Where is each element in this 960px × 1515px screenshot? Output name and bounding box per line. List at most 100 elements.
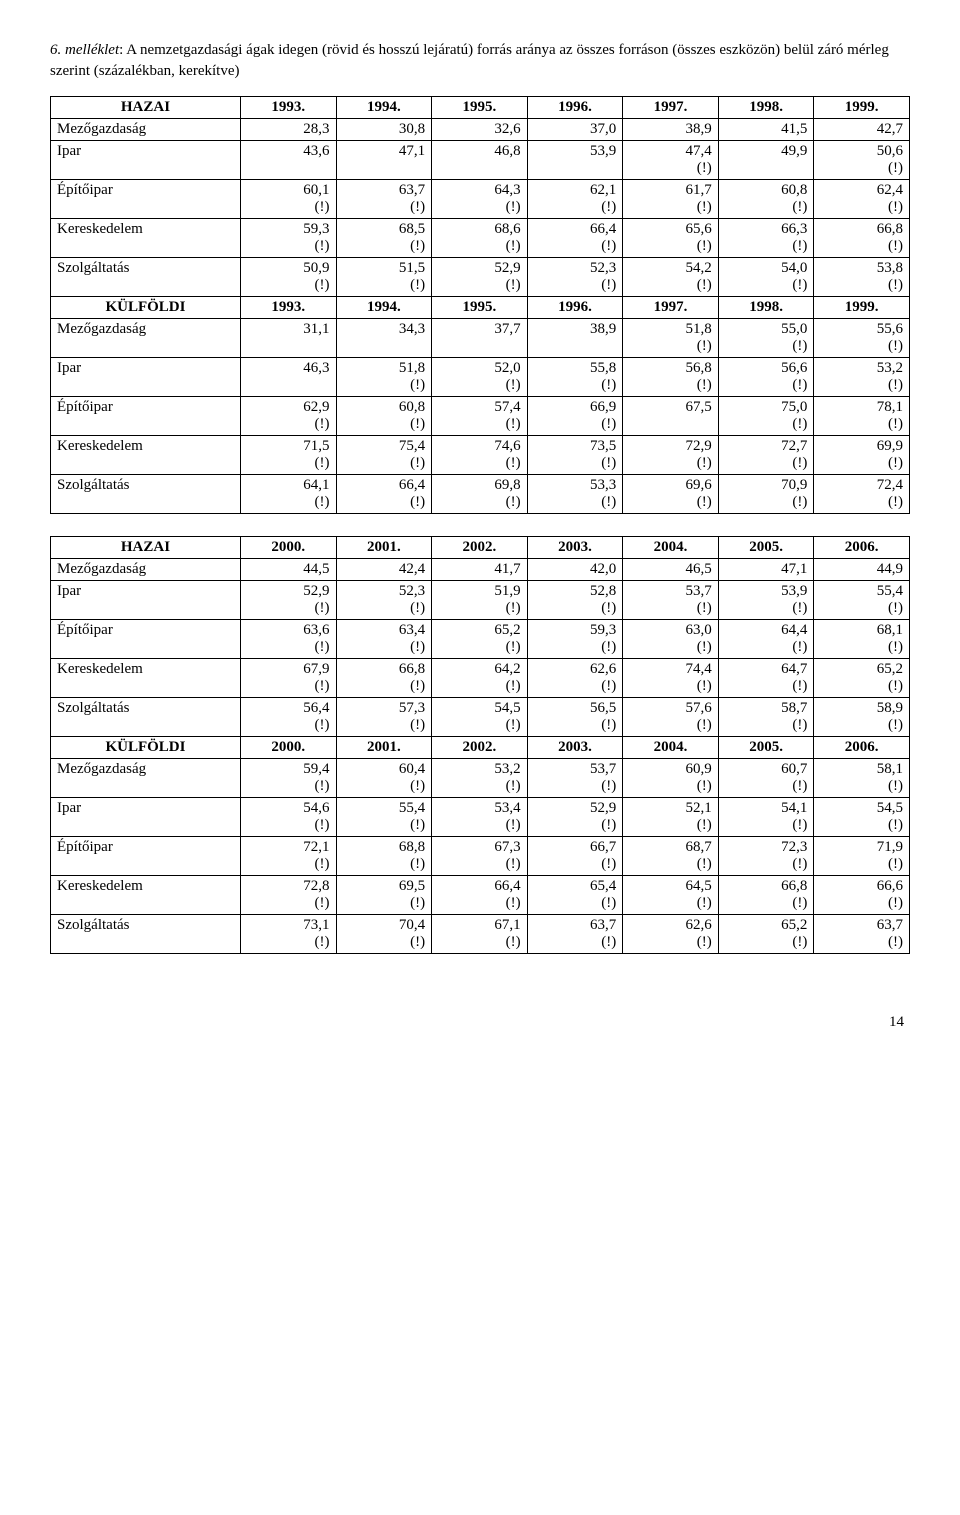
row-label: Ipar	[51, 581, 241, 620]
table-cell: 47,4(!)	[623, 141, 719, 180]
table-cell: 66,9(!)	[527, 397, 623, 436]
table-cell: 57,4(!)	[432, 397, 528, 436]
year-header: 1997.	[623, 297, 719, 319]
table-row: Szolgáltatás50,9(!)51,5(!)52,9(!)52,3(!)…	[51, 258, 910, 297]
row-label: Kereskedelem	[51, 659, 241, 698]
year-header: 2002.	[432, 737, 528, 759]
table-cell: 52,9(!)	[527, 798, 623, 837]
table-row: Mezőgazdaság44,542,441,742,046,547,144,9	[51, 559, 910, 581]
table-cell: 55,6(!)	[814, 319, 910, 358]
table-cell: 59,3(!)	[527, 620, 623, 659]
table-cell: 69,9(!)	[814, 436, 910, 475]
table-cell: 62,6(!)	[527, 659, 623, 698]
year-header: 1998.	[718, 297, 814, 319]
table-cell: 55,8(!)	[527, 358, 623, 397]
year-header: 2003.	[527, 737, 623, 759]
row-label: Építőipar	[51, 180, 241, 219]
year-header: 2005.	[718, 737, 814, 759]
table-cell: 51,9(!)	[432, 581, 528, 620]
table-cell: 63,0(!)	[623, 620, 719, 659]
table-row: Építőipar62,9(!)60,8(!)57,4(!)66,9(!)67,…	[51, 397, 910, 436]
year-header: 2000.	[240, 537, 336, 559]
row-label: HAZAI	[51, 537, 241, 559]
table-cell: 65,4(!)	[527, 876, 623, 915]
table-cell: 64,3(!)	[432, 180, 528, 219]
year-header: 2000.	[240, 737, 336, 759]
table-cell: 53,2(!)	[814, 358, 910, 397]
table-cell: 72,4(!)	[814, 475, 910, 514]
table-cell: 52,8(!)	[527, 581, 623, 620]
table-cell: 65,2(!)	[718, 915, 814, 954]
table-cell: 52,1(!)	[623, 798, 719, 837]
year-header: 1994.	[336, 297, 432, 319]
table-cell: 47,1	[336, 141, 432, 180]
table-cell: 64,7(!)	[718, 659, 814, 698]
heading-main: : A nemzetgazdasági ágak idegen (rövid é…	[50, 42, 889, 79]
row-label: Kereskedelem	[51, 219, 241, 258]
row-label: Építőipar	[51, 837, 241, 876]
table-cell: 49,9	[718, 141, 814, 180]
table-cell: 54,6(!)	[240, 798, 336, 837]
table-cell: 63,4(!)	[336, 620, 432, 659]
table-cell: 54,5(!)	[814, 798, 910, 837]
table-cell: 74,4(!)	[623, 659, 719, 698]
table-header-row: HAZAI2000.2001.2002.2003.2004.2005.2006.	[51, 537, 910, 559]
table-cell: 53,9(!)	[718, 581, 814, 620]
table-cell: 70,9(!)	[718, 475, 814, 514]
table-cell: 62,6(!)	[623, 915, 719, 954]
row-label: KÜLFÖLDI	[51, 737, 241, 759]
table-cell: 38,9	[527, 319, 623, 358]
table-cell: 64,4(!)	[718, 620, 814, 659]
table-cell: 53,7(!)	[623, 581, 719, 620]
table-cell: 65,2(!)	[814, 659, 910, 698]
table-cell: 72,9(!)	[623, 436, 719, 475]
table-cell: 63,7(!)	[814, 915, 910, 954]
table-cell: 64,5(!)	[623, 876, 719, 915]
table-cell: 41,7	[432, 559, 528, 581]
table-cell: 60,8(!)	[718, 180, 814, 219]
row-label: Mezőgazdaság	[51, 119, 241, 141]
table-row: Mezőgazdaság31,134,337,738,951,8(!)55,0(…	[51, 319, 910, 358]
table-cell: 61,7(!)	[623, 180, 719, 219]
table-cell: 64,1(!)	[240, 475, 336, 514]
table-cell: 52,3(!)	[336, 581, 432, 620]
table-cell: 37,7	[432, 319, 528, 358]
table-cell: 66,8(!)	[814, 219, 910, 258]
year-header: 2006.	[814, 537, 910, 559]
table-cell: 51,8(!)	[336, 358, 432, 397]
table-cell: 46,3	[240, 358, 336, 397]
year-header: 2005.	[718, 537, 814, 559]
row-label: Ipar	[51, 358, 241, 397]
table-cell: 34,3	[336, 319, 432, 358]
table-cell: 64,2(!)	[432, 659, 528, 698]
table-cell: 62,1(!)	[527, 180, 623, 219]
table-cell: 72,8(!)	[240, 876, 336, 915]
table-cell: 67,9(!)	[240, 659, 336, 698]
table-cell: 60,1(!)	[240, 180, 336, 219]
table-row: Szolgáltatás73,1(!)70,4(!)67,1(!)63,7(!)…	[51, 915, 910, 954]
year-header: 2004.	[623, 737, 719, 759]
table-row: Ipar46,351,8(!)52,0(!)55,8(!)56,8(!)56,6…	[51, 358, 910, 397]
table-cell: 43,6	[240, 141, 336, 180]
table-row: Mezőgazdaság28,330,832,637,038,941,542,7	[51, 119, 910, 141]
row-label: HAZAI	[51, 97, 241, 119]
row-label: Építőipar	[51, 397, 241, 436]
table-cell: 53,4(!)	[432, 798, 528, 837]
table-cell: 69,8(!)	[432, 475, 528, 514]
page-number: 14	[50, 1014, 910, 1031]
table-row: Kereskedelem72,8(!)69,5(!)66,4(!)65,4(!)…	[51, 876, 910, 915]
table-cell: 78,1(!)	[814, 397, 910, 436]
table-row: Építőipar72,1(!)68,8(!)67,3(!)66,7(!)68,…	[51, 837, 910, 876]
year-header: 1996.	[527, 97, 623, 119]
table-cell: 54,5(!)	[432, 698, 528, 737]
table-row: Mezőgazdaság59,4(!)60,4(!)53,2(!)53,7(!)…	[51, 759, 910, 798]
table-cell: 54,2(!)	[623, 258, 719, 297]
table-cell: 50,6(!)	[814, 141, 910, 180]
table-cell: 59,4(!)	[240, 759, 336, 798]
table-cell: 73,1(!)	[240, 915, 336, 954]
table-cell: 71,5(!)	[240, 436, 336, 475]
row-label: Mezőgazdaság	[51, 319, 241, 358]
table-cell: 55,4(!)	[814, 581, 910, 620]
table-cell: 59,3(!)	[240, 219, 336, 258]
table-cell: 42,4	[336, 559, 432, 581]
